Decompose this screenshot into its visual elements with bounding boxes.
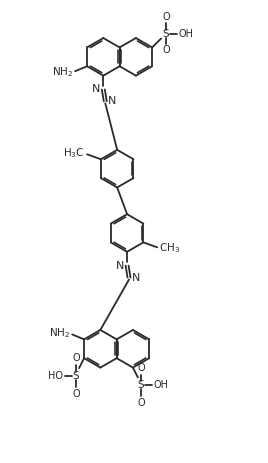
- Text: O: O: [162, 12, 170, 22]
- Text: N: N: [92, 84, 100, 94]
- Text: N: N: [108, 96, 116, 106]
- Text: OH: OH: [154, 381, 169, 390]
- Text: O: O: [162, 45, 170, 56]
- Text: HO: HO: [48, 371, 63, 381]
- Text: S: S: [73, 371, 80, 381]
- Text: N: N: [132, 273, 140, 282]
- Text: $\mathregular{NH_2}$: $\mathregular{NH_2}$: [49, 326, 70, 340]
- Text: S: S: [163, 29, 169, 38]
- Text: O: O: [72, 353, 80, 363]
- Text: O: O: [137, 363, 145, 373]
- Text: $\mathregular{CH_3}$: $\mathregular{CH_3}$: [159, 241, 180, 255]
- Text: S: S: [137, 381, 144, 390]
- Text: $\mathregular{H_3C}$: $\mathregular{H_3C}$: [64, 146, 85, 160]
- Text: N: N: [116, 261, 124, 271]
- Text: $\mathregular{NH_2}$: $\mathregular{NH_2}$: [52, 65, 73, 79]
- Text: O: O: [137, 398, 145, 408]
- Text: O: O: [72, 389, 80, 399]
- Text: OH: OH: [179, 29, 194, 38]
